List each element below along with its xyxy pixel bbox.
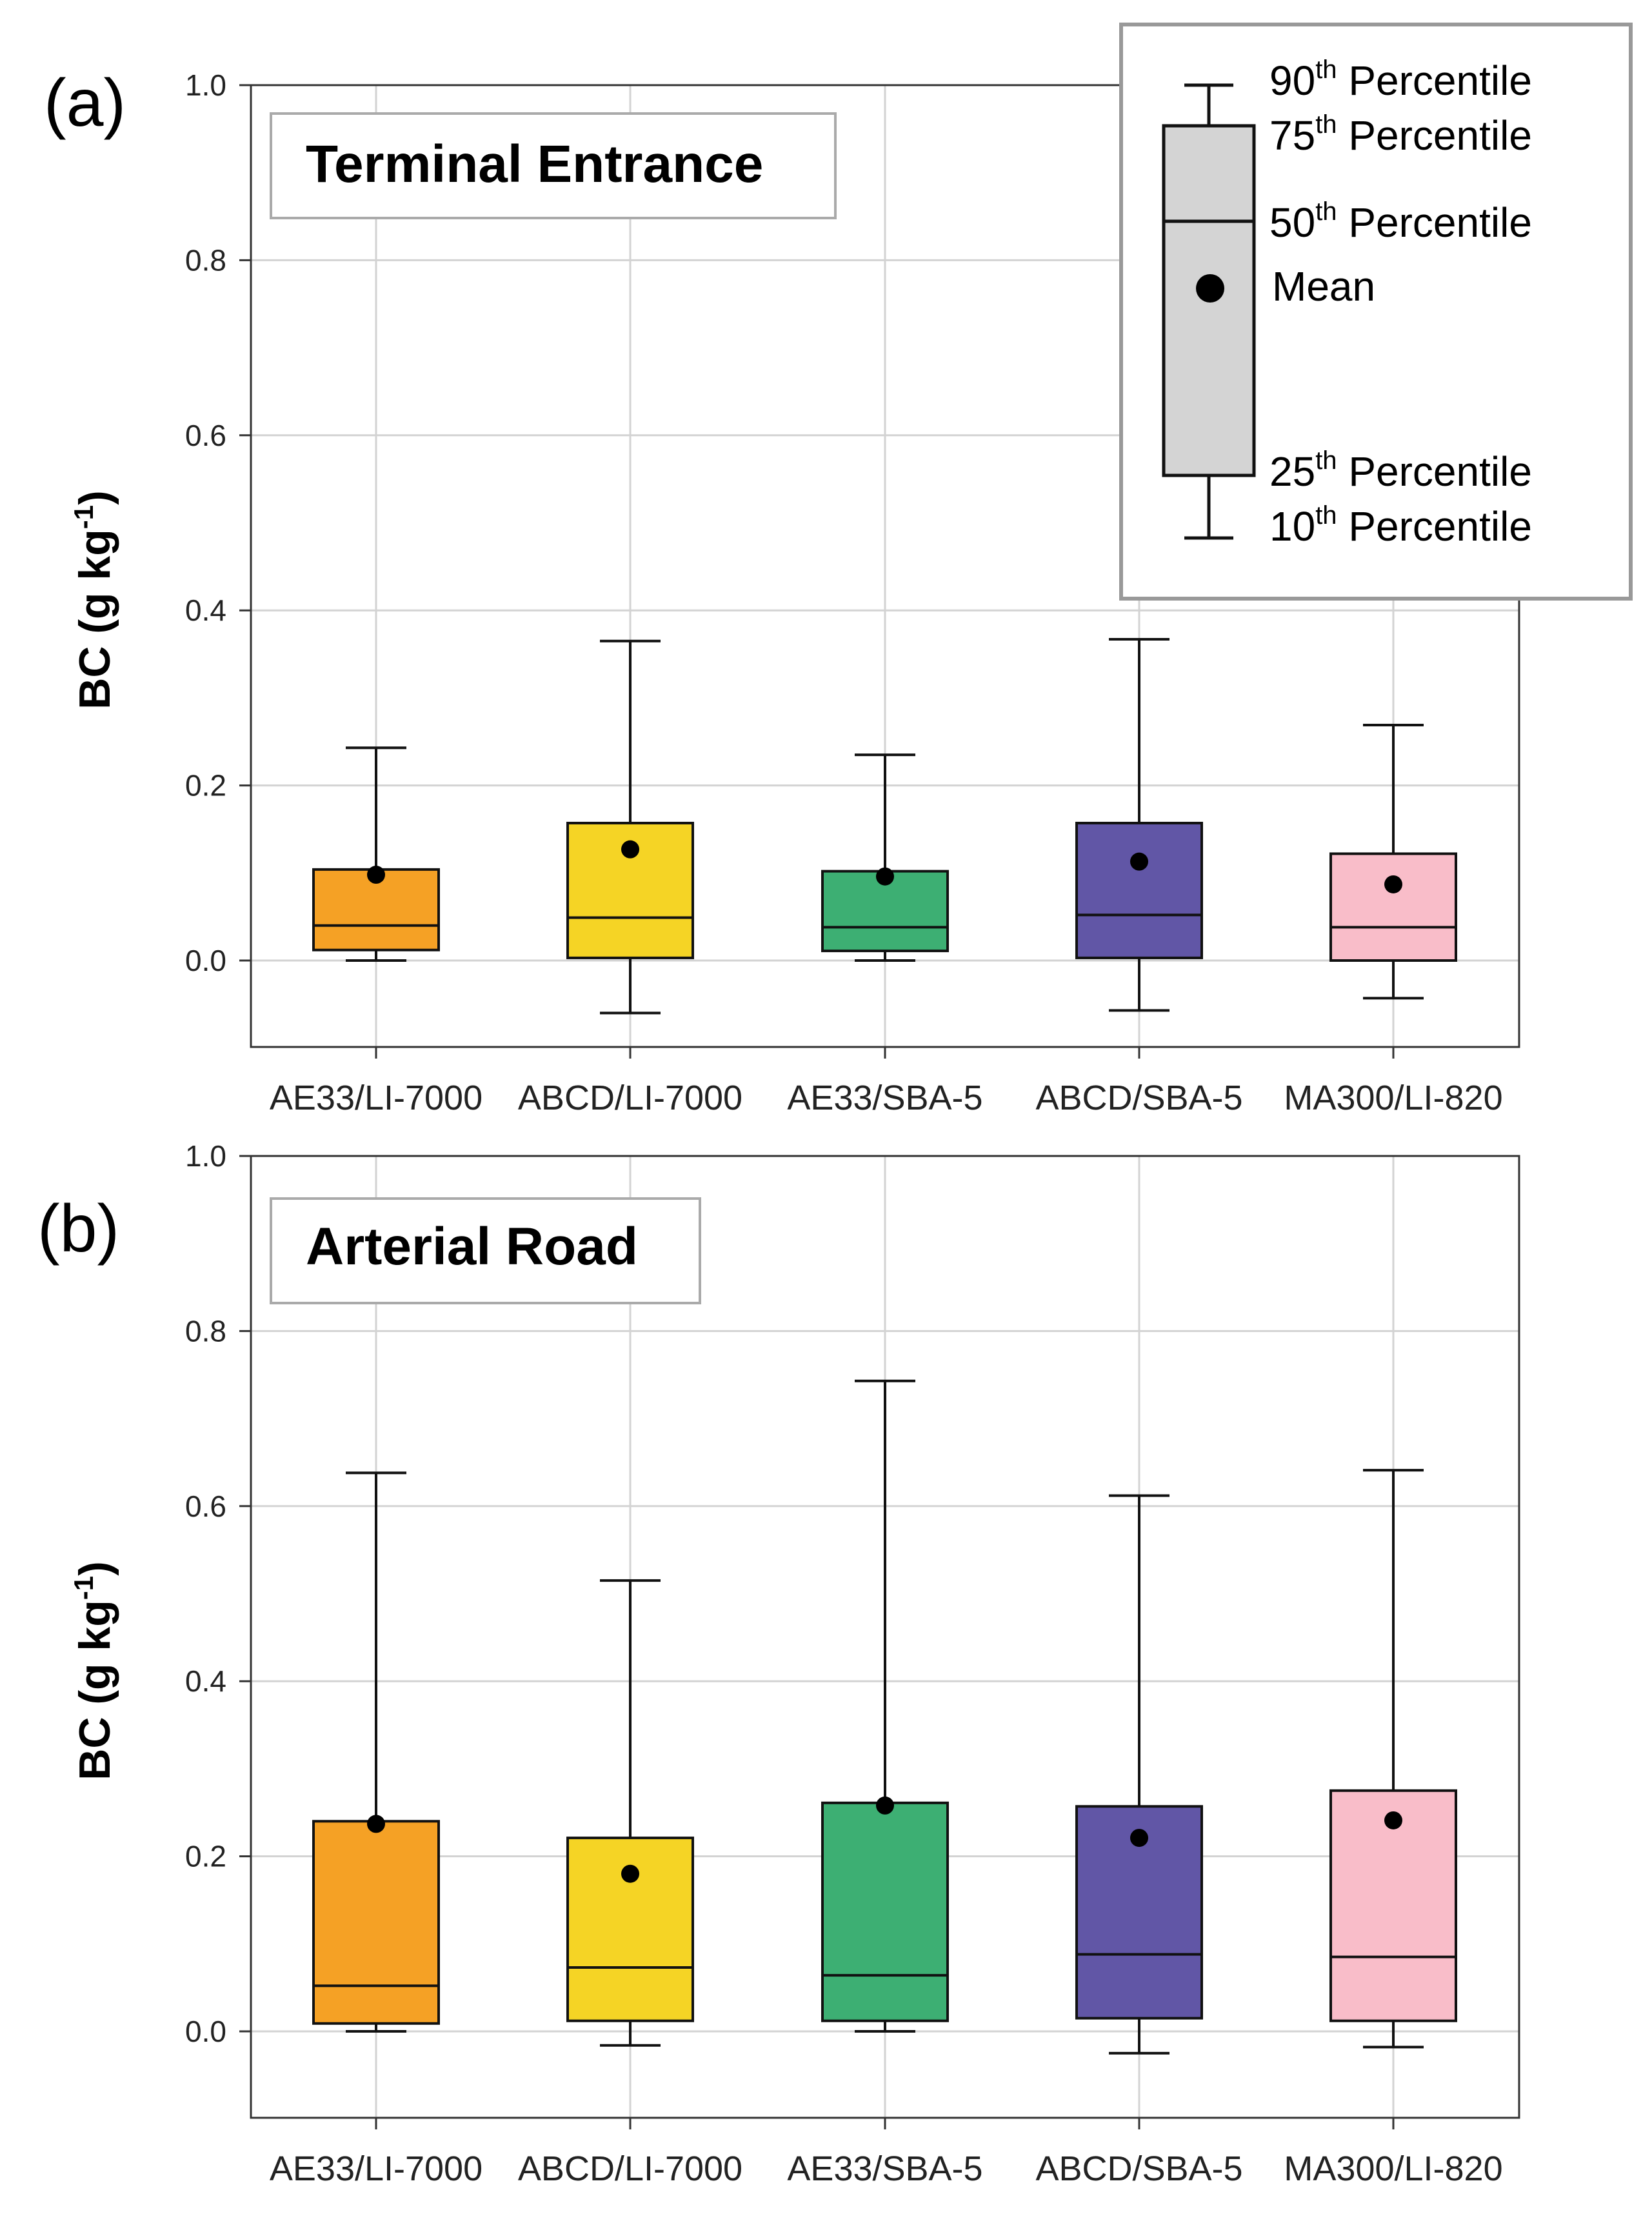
iqr-box bbox=[1075, 821, 1203, 959]
y-axis-label: BC (g kg-1) bbox=[68, 490, 119, 710]
box-ae33-sba-5 bbox=[821, 1379, 949, 2033]
box-ae33-sba-5 bbox=[821, 753, 949, 962]
legend-p90-label: 90th Percentile bbox=[1269, 55, 1532, 104]
y-tick-label: 1.0 bbox=[185, 1139, 226, 1173]
y-tick-label: 0.2 bbox=[185, 1840, 226, 1873]
box-ae33-li-7000 bbox=[312, 746, 440, 962]
legend-p25-label: 25th Percentile bbox=[1269, 446, 1532, 495]
x-tick-label: AE33/LI-7000 bbox=[270, 1079, 483, 1117]
box-ma300-li-820 bbox=[1329, 723, 1457, 1000]
panel-label: (a) bbox=[44, 66, 126, 141]
x-tick-label: ABCD/SBA-5 bbox=[1035, 1079, 1242, 1117]
panel-label: (b) bbox=[37, 1191, 119, 1266]
panel-title-box bbox=[270, 1197, 701, 1304]
y-tick-label: 0.2 bbox=[185, 769, 226, 802]
legend-box bbox=[1162, 124, 1256, 477]
panel-title-box bbox=[270, 112, 837, 219]
mean-marker bbox=[1384, 1811, 1402, 1829]
y-tick-label: 0.6 bbox=[185, 419, 226, 452]
box-abcd-sba-5 bbox=[1075, 637, 1203, 1012]
y-axis-label: BC (g kg-1) bbox=[68, 1561, 119, 1780]
legend-p75-label: 75th Percentile bbox=[1269, 110, 1532, 159]
mean-marker bbox=[1130, 852, 1148, 871]
x-tick-label: AE33/LI-7000 bbox=[270, 2149, 483, 2188]
iqr-box bbox=[312, 1820, 440, 2025]
mean-marker bbox=[876, 1796, 894, 1815]
y-tick-label: 0.0 bbox=[185, 2015, 226, 2048]
y-tick-label: 0.4 bbox=[185, 1664, 226, 1698]
x-tick-label: ABCD/LI-7000 bbox=[518, 2149, 742, 2188]
iqr-box bbox=[821, 1801, 949, 2022]
box-abcd-sba-5 bbox=[1075, 1494, 1203, 2055]
legend-p10-label: 10th Percentile bbox=[1269, 501, 1532, 550]
y-tick-label: 0.8 bbox=[185, 243, 226, 277]
mean-marker bbox=[621, 840, 639, 859]
y-tick-label: 0.0 bbox=[185, 944, 226, 977]
mean-marker bbox=[1384, 875, 1402, 893]
x-tick-label: ABCD/SBA-5 bbox=[1035, 2149, 1242, 2188]
legend-p50-label: 50th Percentile bbox=[1269, 197, 1532, 246]
box-abcd-li-7000 bbox=[566, 1579, 694, 2047]
panel-title: Terminal Entrance bbox=[306, 135, 763, 194]
legend: 90th Percentile 75th Percentile 50th Per… bbox=[1119, 23, 1633, 601]
legend-mean-marker bbox=[1196, 274, 1224, 303]
mean-marker bbox=[876, 867, 894, 886]
iqr-box bbox=[1329, 852, 1457, 962]
mean-marker bbox=[367, 866, 385, 884]
y-tick-label: 0.8 bbox=[185, 1314, 226, 1348]
box-ma300-li-820 bbox=[1329, 1469, 1457, 2049]
panel-a: 0.0 0.2 0.4 0.6 0.8 1.0 AE33/LI-7000 ABCD/LI-70… bbox=[44, 66, 1520, 1117]
mean-marker bbox=[1130, 1829, 1148, 1848]
x-tick-label: MA300/LI-820 bbox=[1284, 1079, 1502, 1117]
x-tick-label: MA300/LI-820 bbox=[1284, 2149, 1502, 2188]
x-tick-label: AE33/SBA-5 bbox=[787, 1079, 982, 1117]
panel-b: 0.0 0.2 0.4 0.6 0.8 1.0 AE33/LI-7000 ABCD/LI-70… bbox=[37, 1139, 1520, 2188]
x-tick-label: ABCD/LI-7000 bbox=[518, 1079, 742, 1117]
y-tick-label: 0.4 bbox=[185, 593, 226, 627]
mean-marker bbox=[367, 1815, 385, 1833]
mean-marker bbox=[621, 1864, 639, 1883]
box-ae33-li-7000 bbox=[312, 1471, 440, 2033]
x-tick-label: AE33/SBA-5 bbox=[787, 2149, 982, 2188]
y-tick-label: 0.6 bbox=[185, 1489, 226, 1523]
panel-title: Arterial Road bbox=[306, 1217, 638, 1276]
legend-mean-label: Mean bbox=[1272, 263, 1375, 310]
box-abcd-li-7000 bbox=[566, 639, 694, 1015]
y-tick-label: 1.0 bbox=[185, 68, 226, 102]
